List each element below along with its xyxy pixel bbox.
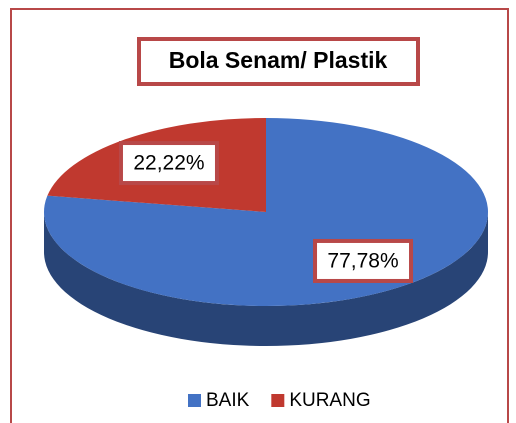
data-label: 22,22% <box>133 152 204 175</box>
data-label-box <box>313 238 414 283</box>
chart-frame <box>10 8 509 423</box>
slice-side <box>44 212 488 346</box>
legend-label: KURANG <box>289 390 370 411</box>
title-box <box>137 37 420 86</box>
data-label: 77,78% <box>327 250 398 273</box>
chart-title: Bola Senam/ Plastik <box>169 47 388 73</box>
legend-swatch <box>271 394 285 407</box>
legend-label: BAIK <box>206 390 250 411</box>
data-label-box <box>118 141 219 186</box>
legend: BAIK KURANG <box>188 390 371 411</box>
pie: 77,78% 22,22% <box>43 118 489 346</box>
legend-swatch <box>188 394 201 407</box>
